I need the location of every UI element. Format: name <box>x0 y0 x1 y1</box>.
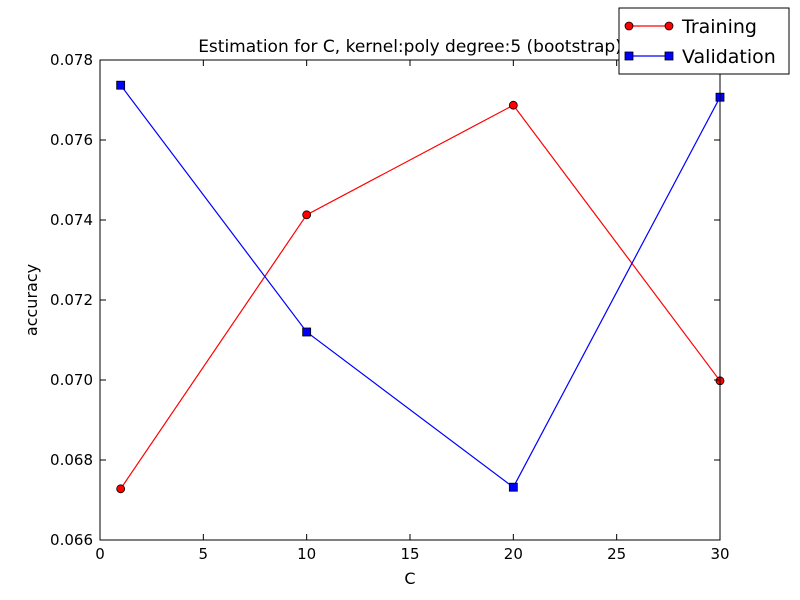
y-tick-label: 0.076 <box>50 131 93 149</box>
series-line-validation <box>120 84 721 489</box>
y-tick-label: 0.066 <box>50 531 93 549</box>
data-point-training <box>116 484 126 494</box>
legend-marker-validation <box>624 51 634 61</box>
legend-marker-training <box>664 21 674 31</box>
x-tick-label: 0 <box>95 545 105 563</box>
x-tick-label: 15 <box>400 545 419 563</box>
y-tick-label: 0.072 <box>50 291 93 309</box>
y-axis-label: accuracy <box>22 264 41 336</box>
chart-title: Estimation for C, kernel:poly degree:5 (… <box>198 37 622 57</box>
x-tick-label: 20 <box>504 545 523 563</box>
data-point-validation <box>508 482 518 492</box>
legend: Training Validation <box>618 7 790 75</box>
y-tick-label: 0.078 <box>50 51 93 69</box>
x-axis-label: C <box>404 569 415 588</box>
x-tick-label: 30 <box>710 545 729 563</box>
y-tick-label: 0.068 <box>50 451 93 469</box>
x-tick-label: 25 <box>607 545 626 563</box>
x-tick-label: 10 <box>297 545 316 563</box>
legend-marker-validation <box>664 51 674 61</box>
ticks-layer: 0 5 10 15 20 25 30 0.066 0.068 0.070 0.072 0.074 0.0… <box>50 51 730 563</box>
data-point-validation <box>116 80 126 90</box>
legend-label-validation: Validation <box>682 46 776 68</box>
data-point-validation <box>302 327 312 337</box>
x-tick-label: 5 <box>199 545 209 563</box>
y-tick-label: 0.074 <box>50 211 93 229</box>
legend-marker-training <box>624 21 634 31</box>
legend-box <box>618 7 790 75</box>
data-point-training <box>508 100 518 110</box>
data-point-training <box>302 210 312 220</box>
legend-label-training: Training <box>681 16 757 38</box>
y-tick-label: 0.070 <box>50 371 93 389</box>
series-line-training <box>120 104 721 490</box>
